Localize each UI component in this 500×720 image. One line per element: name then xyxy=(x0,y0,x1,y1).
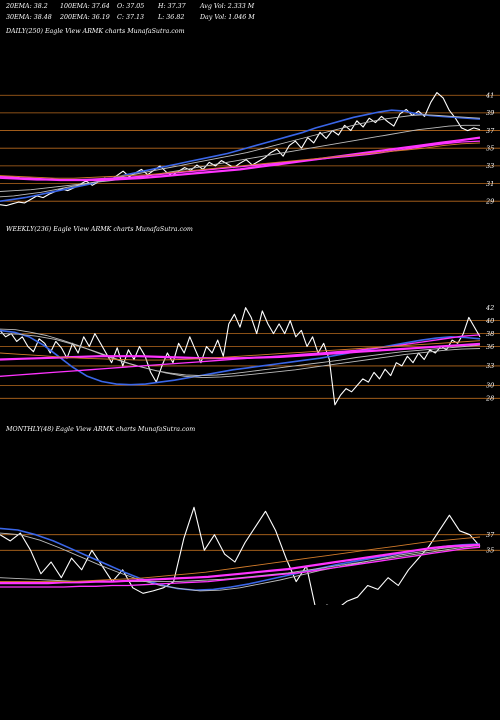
high-readout: H: 37.37 xyxy=(158,3,186,10)
weekly-ema-line-3 xyxy=(0,333,481,379)
weekly-ytick-2: 38 xyxy=(486,330,494,338)
daily-ytick-6: 29 xyxy=(485,197,494,205)
daily-panel-title: DAILY(250) Eagle View ARMK charts Munafa… xyxy=(6,28,185,35)
avg-vol-readout: Avg Vol: 2.333 M xyxy=(200,3,255,10)
weekly-panel-title: WEEKLY(236) Eagle View ARMK charts Munaf… xyxy=(6,226,193,233)
open-readout: O: 37.05 xyxy=(117,3,145,10)
day-vol-readout: Day Vol: 1.046 M xyxy=(200,14,255,21)
monthly-ytick-0: 37 xyxy=(486,531,495,539)
weekly-chart: 42 40 38 36 33 30 28 xyxy=(0,304,500,406)
monthly-chart: 37 35 xyxy=(0,506,500,605)
weekly-price-line xyxy=(0,307,481,406)
daily-ema-line-3 xyxy=(0,124,480,192)
monthly-ema-line-4 xyxy=(0,543,481,585)
weekly-ytick-5: 30 xyxy=(486,382,494,390)
daily-ytick-0: 41 xyxy=(485,92,494,100)
daily-ema-line-6 xyxy=(0,142,481,179)
weekly-ema-line-6 xyxy=(0,340,481,361)
daily-ytick-4: 33 xyxy=(486,162,494,170)
weekly-ytick-6: 28 xyxy=(485,395,494,403)
low-readout: L: 36.82 xyxy=(158,14,185,21)
close-readout: C: 37.13 xyxy=(117,14,144,21)
daily-ytick-1: 39 xyxy=(486,109,494,117)
monthly-price-line xyxy=(0,506,481,605)
weekly-ytick-3: 36 xyxy=(486,343,494,351)
ema200-readout: 200EMA: 36.19 xyxy=(60,14,110,21)
weekly-ytick-1: 40 xyxy=(485,317,494,325)
daily-ema-line-5 xyxy=(0,140,481,181)
daily-ema-line-2 xyxy=(0,114,481,198)
ema30-readout: 30EMA: 38.48 xyxy=(6,14,52,21)
weekly-ema-line-1 xyxy=(0,329,481,386)
daily-ytick-5: 31 xyxy=(486,180,494,188)
weekly-ema-line-5 xyxy=(0,334,481,377)
weekly-ytick-4: 33 xyxy=(486,362,494,370)
daily-chart: 41 39 37 35 33 31 29 xyxy=(0,92,500,207)
daily-ema-line-1 xyxy=(0,109,481,202)
ema100-readout: 100EMA: 37.64 xyxy=(60,3,110,10)
monthly-ytick-1: 35 xyxy=(486,547,494,555)
ema20-readout: 20EMA: 38.2 xyxy=(6,3,48,10)
monthly-ema-line-6 xyxy=(0,536,481,583)
monthly-ema-line-2 xyxy=(0,532,481,592)
daily-ema-line-4 xyxy=(0,136,481,182)
monthly-ema-line-5 xyxy=(0,546,481,588)
daily-ytick-3: 35 xyxy=(486,145,494,153)
weekly-ytick-0: 42 xyxy=(485,304,494,312)
daily-ytick-2: 37 xyxy=(486,127,495,135)
monthly-panel-title: MONTHLY(48) Eagle View ARMK charts Munaf… xyxy=(6,426,196,433)
